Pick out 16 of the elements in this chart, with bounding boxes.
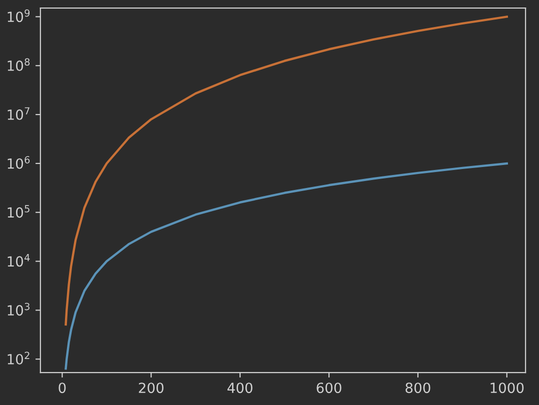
y-tick-label: 10$^{3}$ bbox=[8, 302, 30, 316]
x-tick-label: 800 bbox=[406, 382, 430, 394]
x-tick-label: 400 bbox=[227, 382, 252, 394]
y-tick-label: 10$^{2}$ bbox=[8, 352, 30, 364]
y-tick-label: 10$^{8}$ bbox=[8, 58, 30, 71]
x-tick-label: 0 bbox=[58, 382, 66, 394]
y-tick-label: 10$^{5}$ bbox=[8, 205, 30, 218]
y-tick-label: 10$^{6}$ bbox=[8, 156, 30, 169]
x-tick-label: 200 bbox=[138, 382, 164, 394]
x-tick-label: 600 bbox=[316, 382, 342, 394]
y-tick-label: 10$^{4}$ bbox=[8, 254, 30, 267]
x-tick-label: 1000 bbox=[490, 382, 524, 394]
line-series bbox=[64, 162, 508, 370]
line-series bbox=[64, 16, 508, 326]
y-tick-label: 10$^{7}$ bbox=[8, 107, 30, 120]
y-tick-label: 10$^{9}$ bbox=[8, 9, 30, 22]
